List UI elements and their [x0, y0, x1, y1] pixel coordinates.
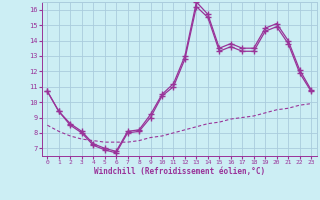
X-axis label: Windchill (Refroidissement éolien,°C): Windchill (Refroidissement éolien,°C): [94, 167, 265, 176]
